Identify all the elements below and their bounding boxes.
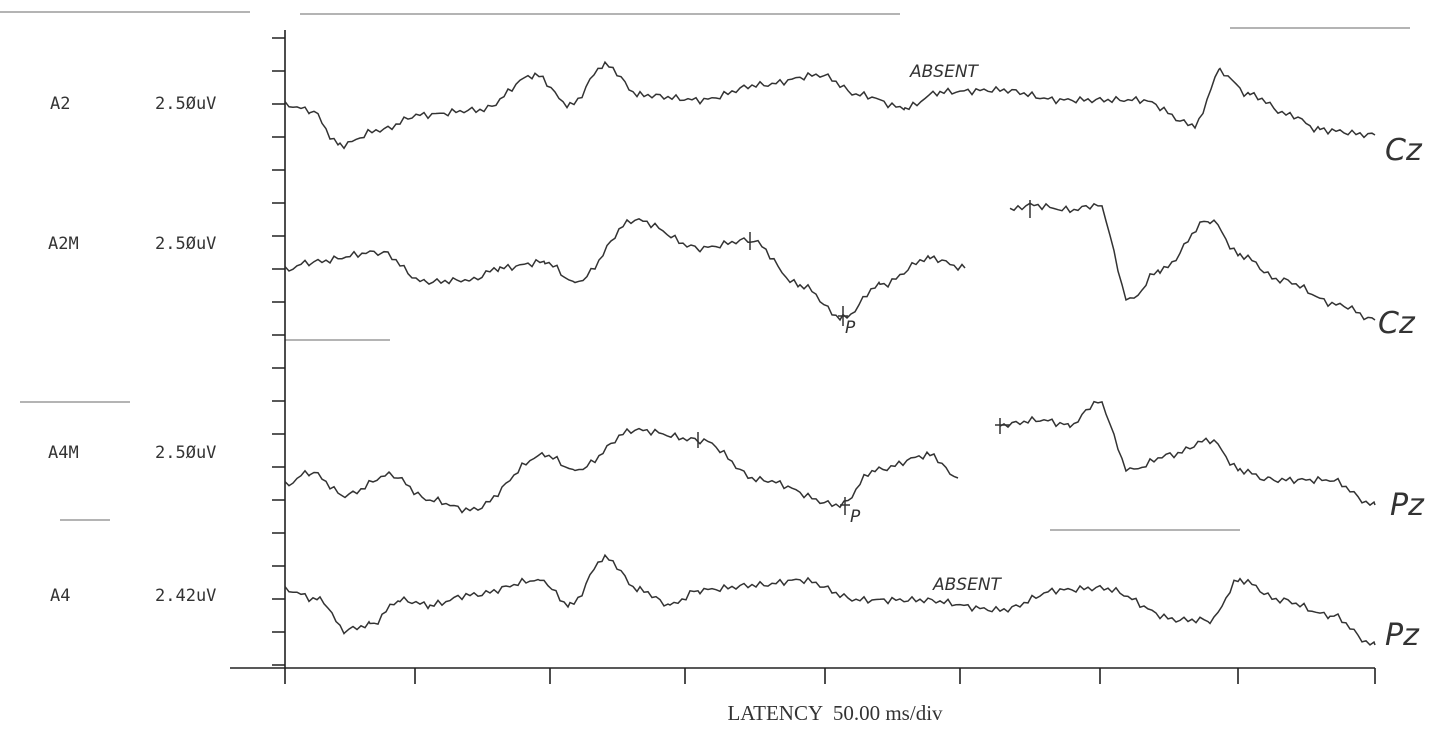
- peak-label: P: [845, 318, 856, 338]
- channel-scale: 2.5ØuV: [155, 234, 216, 254]
- annotation: ABSENT: [909, 62, 980, 82]
- peak-label: P: [850, 507, 861, 527]
- channel-label: A4: [50, 586, 70, 606]
- electrode-label: Pz: [1385, 618, 1420, 653]
- waveform: [284, 217, 966, 322]
- tick-marks: [272, 37, 1376, 684]
- axis-label: LATENCY 50.00 ms/div: [727, 701, 943, 725]
- channel-label: A2M: [48, 234, 79, 254]
- channel-scale: 2.5ØuV: [155, 443, 216, 463]
- scan-artifact: [0, 11, 1410, 531]
- latency-marker: [697, 200, 1031, 515]
- waveform: [284, 553, 1376, 646]
- channel-label: A4M: [48, 443, 79, 463]
- electrode-label: Cz: [1378, 306, 1416, 341]
- axis-ticks: [272, 37, 1376, 684]
- annotation: ABSENT: [932, 575, 1003, 595]
- traces: [284, 60, 1376, 646]
- channel-scale: 2.42uV: [155, 586, 216, 606]
- electrode-label: Pz: [1390, 488, 1425, 523]
- waveform: [999, 400, 1376, 507]
- axis-frame: [230, 30, 1375, 669]
- waveform: [284, 427, 959, 514]
- waveform: [1009, 202, 1376, 321]
- channel-scale: 2.5ØuV: [155, 94, 216, 114]
- waveform: [284, 60, 1376, 150]
- electrode-label: Cz: [1385, 133, 1423, 168]
- channel-label: A2: [50, 94, 70, 114]
